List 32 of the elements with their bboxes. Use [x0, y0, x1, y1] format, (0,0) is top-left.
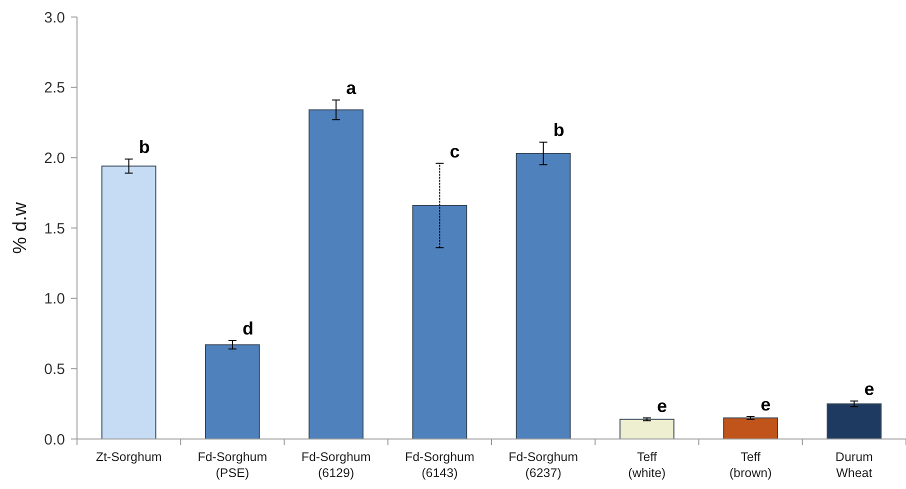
annotation: e — [864, 379, 874, 400]
bar — [204, 344, 260, 440]
y-tick-label: 1.0 — [44, 290, 65, 308]
bar — [308, 109, 364, 440]
x-tick-label: Fd-Sorghum (PSE) — [198, 450, 268, 480]
annotation: a — [346, 78, 358, 98]
bar — [412, 204, 468, 440]
annotation: d — [242, 318, 254, 339]
x-tick-label: Fd-Sorghum (6143) — [404, 450, 474, 480]
bar — [723, 417, 778, 440]
annotation: e — [656, 396, 667, 416]
bar — [826, 403, 882, 440]
y-tick-label: 0.5 — [44, 360, 65, 378]
y-tick-label: 2.5 — [44, 80, 65, 97]
y-tick-label: 0.0 — [44, 431, 65, 448]
y-tick-label: 3.0 — [44, 9, 65, 26]
x-tick-label: Teff (brown) — [729, 450, 772, 480]
x-tick-label: Teff (white) — [628, 450, 666, 480]
bar — [101, 166, 156, 440]
x-tick-label: Fd-Sorghum (6237) — [508, 450, 578, 480]
x-tick-label: Zt-Sorghum — [96, 450, 162, 464]
y-tick-label: 2.0 — [44, 150, 65, 167]
y-tick-label: 1.5 — [44, 220, 65, 238]
annotation: b — [553, 120, 564, 140]
bar — [619, 418, 674, 440]
annotation: c — [450, 141, 460, 162]
y-axis-title: % d.w — [10, 202, 31, 254]
x-tick-label: Fd-Sorghum (6129) — [301, 450, 371, 480]
bar — [516, 152, 571, 440]
annotation: e — [760, 394, 771, 414]
annotation: b — [138, 137, 150, 158]
x-tick-label: Durum Wheat — [835, 450, 873, 480]
